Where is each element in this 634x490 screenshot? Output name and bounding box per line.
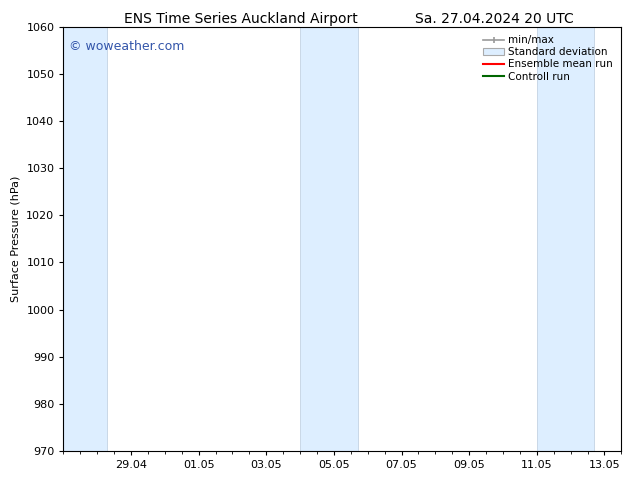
Bar: [300, 27, 358, 451]
Text: © woweather.com: © woweather.com: [69, 40, 184, 52]
Y-axis label: Surface Pressure (hPa): Surface Pressure (hPa): [11, 176, 21, 302]
Bar: [63, 27, 107, 451]
Bar: [537, 27, 594, 451]
Text: Sa. 27.04.2024 20 UTC: Sa. 27.04.2024 20 UTC: [415, 12, 574, 26]
Legend: min/max, Standard deviation, Ensemble mean run, Controll run: min/max, Standard deviation, Ensemble me…: [480, 32, 616, 85]
Text: ENS Time Series Auckland Airport: ENS Time Series Auckland Airport: [124, 12, 358, 26]
